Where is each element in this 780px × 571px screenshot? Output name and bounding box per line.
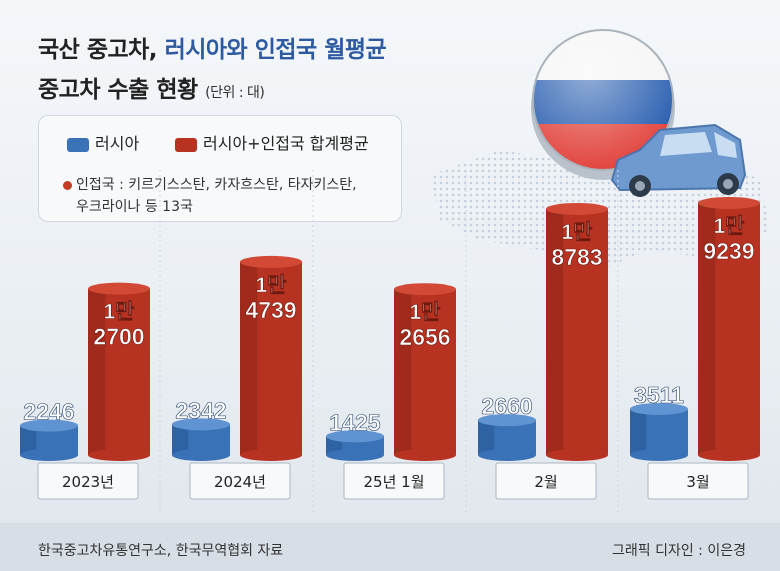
source-text: 한국중고차유통연구소, 한국무역협회 자료 xyxy=(38,543,284,559)
legend: 러시아 러시아+인접국 합계평균 인접국 : 키르기스스탄, 카자흐스탄, 타자… xyxy=(38,115,402,222)
data-label: 3511 xyxy=(634,382,684,408)
data-label: 1만 xyxy=(562,221,593,244)
category-box xyxy=(189,462,291,500)
data-label: 9239 xyxy=(703,238,754,264)
chart-title-line2: 중고차 수출 현황 (단위 : 대) xyxy=(38,70,265,104)
data-label: 4739 xyxy=(245,297,296,323)
bar-russia-1: 2342 xyxy=(172,397,230,461)
data-label: 2342 xyxy=(175,397,226,423)
chart-title-line1: 국산 중고차, 러시아와 인접국 월평균 xyxy=(38,30,387,64)
data-label: 1만 xyxy=(410,301,441,324)
category-box xyxy=(37,462,139,500)
legend-item-russia: 러시아 xyxy=(67,130,139,154)
category-label: 2월 xyxy=(534,473,557,491)
legend-label-combined: 러시아+인접국 합계평균 xyxy=(203,134,369,153)
bar-russia-4: 3511 xyxy=(630,382,688,461)
bullet-icon xyxy=(63,180,72,190)
category-box xyxy=(495,462,597,500)
category-label: 2023년 xyxy=(62,473,114,491)
data-label: 2656 xyxy=(399,324,450,350)
title-plain: 국산 중고차, xyxy=(38,37,165,63)
legend-note-line1: 인접국 : 키르기스스탄, 카자흐스탄, 타자키스탄, xyxy=(76,177,357,193)
category-box xyxy=(647,462,749,500)
legend-swatch-blue xyxy=(67,137,89,152)
category-box xyxy=(343,462,445,500)
bar-russia-2: 1425 xyxy=(326,409,384,461)
data-label: 1만 xyxy=(104,301,135,324)
category-label: 25년 1월 xyxy=(364,473,425,491)
data-label: 1425 xyxy=(329,409,380,435)
unit-label: (단위 : 대) xyxy=(205,85,265,101)
category-label: 3월 xyxy=(686,473,709,491)
data-label: 1만 xyxy=(256,274,287,297)
data-label: 2246 xyxy=(23,399,74,425)
bar-russia-0: 2246 xyxy=(20,398,78,461)
legend-note-line2: 우크라이나 등 13국 xyxy=(76,199,193,215)
data-label: 2660 xyxy=(481,393,532,419)
legend-swatch-red xyxy=(175,137,197,152)
credit-text: 그래픽 디자인 : 이은경 xyxy=(612,543,746,559)
data-label: 2700 xyxy=(93,324,144,350)
data-label: 1만 xyxy=(714,215,745,238)
title-accent: 러시아와 인접국 월평균 xyxy=(164,37,387,63)
category-label: 2024년 xyxy=(214,473,266,491)
legend-label-russia: 러시아 xyxy=(95,134,140,153)
data-label: 8783 xyxy=(551,244,602,270)
legend-item-combined: 러시아+인접국 합계평균 xyxy=(175,130,369,154)
title-main: 중고차 수출 현황 xyxy=(38,77,198,103)
footer-bar xyxy=(0,523,780,571)
car-icon xyxy=(610,123,747,197)
bar-russia-3: 2660 xyxy=(478,393,536,461)
legend-note: 인접국 : 키르기스스탄, 카자흐스탄, 타자키스탄, 우크라이나 등 13국 xyxy=(63,174,393,218)
